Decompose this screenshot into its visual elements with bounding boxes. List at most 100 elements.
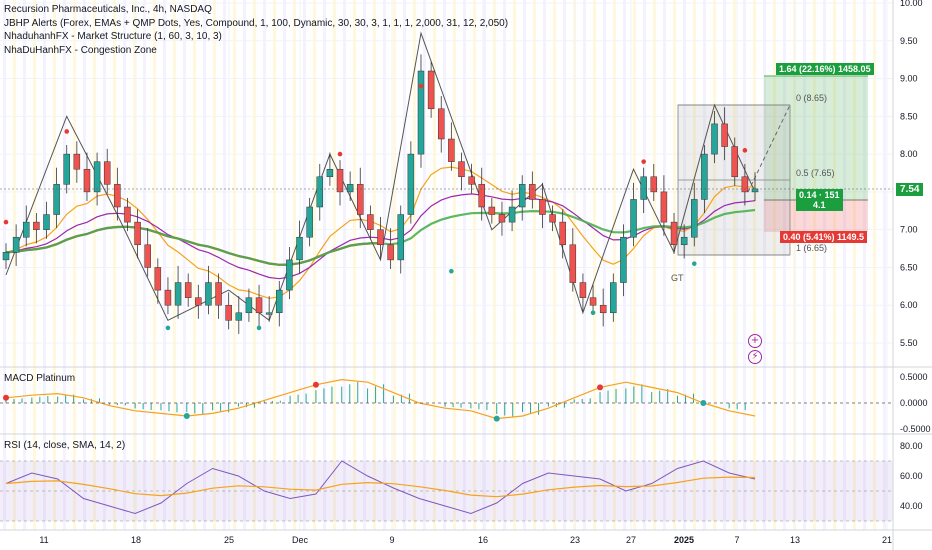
indicator-jbhp[interactable]: JBHP Alerts (Forex, EMAs + QMP Dots, Yes…	[4, 17, 509, 29]
candle-body	[336, 168, 344, 193]
candle-body	[680, 236, 688, 246]
candle-body	[83, 168, 91, 193]
session-stripe	[33, 0, 36, 530]
candle-body	[488, 206, 496, 215]
qmp-dots	[3, 83, 748, 331]
session-stripe	[863, 0, 866, 530]
candle-body	[326, 168, 334, 178]
lightning-icon[interactable]: ⚡	[748, 350, 762, 364]
session-stripe	[733, 0, 736, 530]
session-stripe	[833, 0, 836, 530]
time-tick-label: 11	[39, 535, 48, 545]
session-stripe	[383, 0, 386, 530]
session-stripe	[463, 0, 466, 530]
rsi-axis: 80.00 60.00 40.00	[900, 441, 923, 511]
candle-body	[225, 304, 232, 321]
candle-body	[589, 297, 597, 306]
time-tick-label: 16	[478, 535, 488, 545]
session-stripe	[203, 0, 206, 530]
session-stripe	[173, 0, 176, 530]
rsi-title[interactable]: RSI (14, close, SMA, 14, 2)	[4, 440, 126, 451]
session-stripe	[3, 0, 6, 530]
session-stripe	[93, 0, 96, 530]
session-stripe	[513, 0, 516, 530]
symbol-title[interactable]: Recursion Pharmaceuticals, Inc., 4h, NAS…	[4, 4, 212, 15]
chart-legend: Recursion Pharmaceuticals, Inc., 4h, NAS…	[4, 3, 508, 57]
time-tick-label: 2025	[674, 535, 694, 545]
candle-body	[579, 282, 587, 298]
session-stripe	[243, 0, 246, 530]
fib-1-label: 1 (6.65)	[796, 243, 828, 253]
time-tick-label: 9	[389, 535, 394, 545]
time-tick-label: 23	[570, 535, 580, 545]
macd-axis: 0.5000 0.0000 -0.5000	[900, 372, 931, 434]
session-stripe	[423, 0, 426, 530]
rsi-tick-label: 40.00	[900, 501, 923, 511]
plus-circle-icon[interactable]: +	[748, 334, 762, 348]
trade-zones	[677, 75, 868, 256]
candle-body	[407, 153, 415, 215]
qmp-dot	[449, 268, 454, 274]
candle-body	[296, 236, 303, 261]
session-stripe	[23, 0, 26, 530]
macd-signal-line	[5, 378, 756, 420]
session-stripe	[63, 0, 66, 530]
macd-dot	[3, 394, 9, 401]
session-stripe	[773, 0, 776, 530]
session-stripe	[803, 0, 806, 530]
session-stripe	[333, 0, 336, 530]
session-stripe	[563, 0, 566, 530]
zigzag-line	[5, 31, 756, 322]
indicator-congestion-zone[interactable]: NhaDuHanhFX - Congestion Zone	[4, 44, 157, 56]
candle-body	[437, 108, 445, 140]
candle-body	[144, 244, 151, 268]
time-tick-label: 27	[626, 535, 636, 545]
session-stripe	[393, 0, 396, 530]
candle-body	[154, 267, 162, 291]
indicator-market-structure[interactable]: NhaduhanhFX - Market Structure (1, 60, 3…	[4, 31, 222, 42]
rsi-pane	[0, 460, 893, 522]
session-stripe	[883, 0, 886, 530]
candle-body	[630, 199, 637, 238]
session-stripe	[713, 0, 716, 530]
session-stripe	[113, 0, 116, 530]
price-tick-label: 8.00	[900, 149, 918, 159]
price-axis[interactable]: 10.009.509.008.508.007.507.006.506.005.5…	[900, 0, 923, 348]
candle-body	[650, 176, 658, 193]
candle-body	[12, 236, 20, 253]
candle-body	[255, 297, 263, 314]
candle-body	[691, 199, 698, 238]
candle-body	[286, 259, 293, 291]
macd-dot	[700, 400, 707, 406]
session-stripe	[873, 0, 876, 530]
candle-body	[377, 229, 384, 246]
time-axis[interactable]: 11 18 25 Dec 9 16 23 27 2025 7 13 21	[39, 535, 892, 545]
candle-body	[124, 206, 131, 223]
candle-body	[518, 184, 526, 208]
gt-label: GT	[671, 273, 684, 283]
candle-body	[569, 244, 577, 283]
session-stripe	[533, 0, 536, 530]
macd-title[interactable]: MACD Platinum	[4, 373, 76, 384]
candle-body	[306, 206, 313, 238]
candle-body	[741, 176, 749, 193]
session-stripe	[483, 0, 486, 530]
macd-tick-label: 0.5000	[900, 372, 928, 382]
position-tag-top: 0.14 · 151	[799, 190, 840, 200]
session-stripe	[313, 0, 316, 530]
candle-body	[174, 282, 182, 306]
session-stripe	[673, 0, 676, 530]
candle-body	[468, 176, 475, 185]
candle-body	[448, 138, 455, 162]
qmp-dot	[418, 83, 424, 89]
candle-body	[751, 188, 759, 193]
price-tick-label: 9.00	[900, 74, 918, 84]
candle-body	[610, 282, 617, 314]
session-stripe	[643, 0, 646, 530]
time-tick-label: 21	[882, 535, 892, 545]
fib-0-label: 0 (8.65)	[796, 93, 828, 103]
session-stripe	[503, 0, 506, 530]
candle-body	[2, 252, 10, 261]
session-stripe	[633, 0, 636, 530]
